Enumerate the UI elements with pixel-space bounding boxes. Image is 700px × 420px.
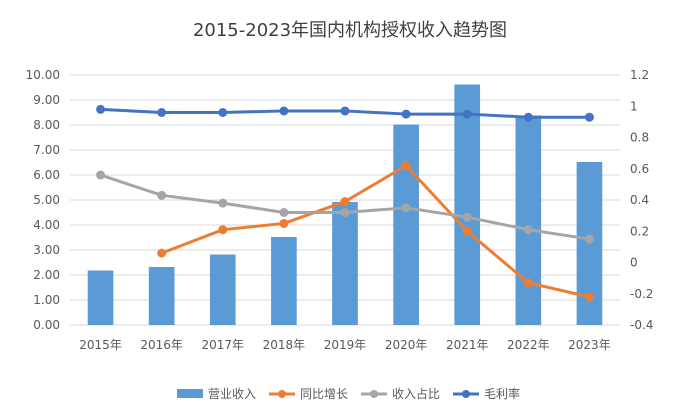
y-right-tick-label: -0.2 bbox=[630, 287, 653, 301]
y-left-tick-label: 9.00 bbox=[33, 93, 60, 107]
y-right-tick-label: 0 bbox=[630, 256, 638, 270]
y-left-tick-label: 5.00 bbox=[33, 193, 60, 207]
y-right-tick-label: 0.2 bbox=[630, 224, 649, 238]
x-tick-label: 2015年 bbox=[79, 338, 122, 352]
y-left-tick-label: 1.00 bbox=[33, 293, 60, 307]
data-point bbox=[401, 203, 411, 213]
legend-label: 毛利率 bbox=[484, 386, 520, 401]
data-point bbox=[279, 218, 289, 228]
y-left-tick-label: 6.00 bbox=[33, 168, 60, 182]
x-tick-label: 2018年 bbox=[263, 338, 306, 352]
y-left-tick-label: 2.00 bbox=[33, 268, 60, 282]
data-point bbox=[584, 292, 594, 302]
bar bbox=[209, 254, 236, 325]
x-tick-label: 2021年 bbox=[446, 338, 489, 352]
data-point bbox=[218, 198, 228, 208]
x-tick-label: 2017年 bbox=[202, 338, 245, 352]
legend: 营业收入 同比增长 收入占比 毛利率 bbox=[177, 386, 520, 401]
y-left-tick-label: 10.00 bbox=[26, 68, 60, 82]
axes: 0.00 1.00 2.00 3.00 4.00 5.00 6.00 7.00 8.00 9.00… bbox=[26, 68, 654, 352]
bar bbox=[332, 202, 358, 325]
x-tick-label: 2023年 bbox=[568, 338, 611, 352]
data-point bbox=[401, 161, 411, 171]
data-point bbox=[584, 112, 594, 122]
legend-marker bbox=[278, 390, 286, 398]
data-point bbox=[523, 278, 533, 288]
bar bbox=[454, 84, 481, 325]
x-tick-label: 2020年 bbox=[385, 338, 428, 352]
line-series bbox=[96, 104, 594, 302]
legend-marker bbox=[462, 390, 470, 398]
data-point bbox=[218, 108, 228, 117]
data-point bbox=[462, 212, 472, 222]
y-right-tick-label: -0.4 bbox=[630, 318, 653, 332]
data-point bbox=[462, 109, 472, 119]
data-point bbox=[340, 106, 350, 116]
chart-title: 2015-2023年国内机构授权收入趋势图 bbox=[193, 20, 507, 41]
y-left-tick-label: 4.00 bbox=[33, 218, 60, 232]
series-line bbox=[161, 164, 590, 299]
data-point bbox=[523, 225, 533, 235]
y-right-tick-label: 1.2 bbox=[630, 68, 649, 82]
data-point bbox=[157, 108, 167, 117]
bar bbox=[148, 267, 175, 325]
data-point bbox=[401, 109, 411, 119]
data-point bbox=[96, 170, 106, 180]
y-right-tick-label: 1 bbox=[630, 99, 638, 113]
x-tick-label: 2019年 bbox=[324, 338, 367, 352]
data-point bbox=[218, 225, 228, 235]
y-left-tick-label: 7.00 bbox=[33, 143, 60, 157]
y-left-tick-label: 3.00 bbox=[33, 243, 60, 257]
data-point bbox=[340, 197, 350, 207]
legend-marker bbox=[370, 390, 378, 398]
data-point bbox=[462, 226, 472, 236]
data-point bbox=[340, 208, 350, 217]
x-tick-label: 2022年 bbox=[507, 338, 550, 352]
bar bbox=[271, 237, 297, 325]
data-point bbox=[584, 234, 594, 244]
data-point bbox=[523, 112, 533, 122]
data-point bbox=[96, 104, 106, 114]
data-point bbox=[157, 190, 167, 200]
legend-swatch bbox=[177, 389, 203, 398]
data-point bbox=[157, 248, 167, 258]
bar bbox=[515, 115, 542, 325]
y-left-tick-label: 8.00 bbox=[33, 118, 60, 132]
y-right-tick-label: 0.8 bbox=[630, 131, 649, 145]
y-left-tick-label: 0.00 bbox=[33, 318, 60, 332]
y-right-tick-label: 0.4 bbox=[630, 193, 649, 207]
data-point bbox=[279, 106, 289, 116]
y-right-tick-label: 0.6 bbox=[630, 162, 649, 176]
legend-label: 收入占比 bbox=[392, 386, 440, 401]
x-tick-label: 2016年 bbox=[140, 338, 183, 352]
bar bbox=[87, 270, 114, 325]
bar bbox=[393, 124, 419, 325]
bar-series bbox=[87, 84, 603, 325]
legend-label: 同比增长 bbox=[300, 387, 348, 401]
data-point bbox=[279, 208, 289, 217]
legend-label: 营业收入 bbox=[208, 387, 256, 401]
